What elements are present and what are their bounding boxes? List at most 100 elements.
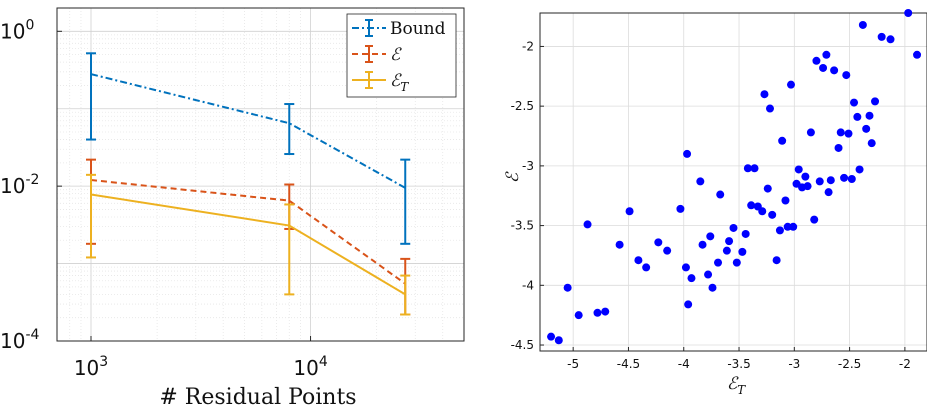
scatter-point	[547, 332, 556, 341]
scatter-point	[681, 263, 690, 272]
chart1-x-axis-label: # Residual Points	[159, 385, 356, 410]
scatter-point	[676, 204, 685, 213]
scatter-point	[663, 246, 672, 255]
legend-item-Bound: Bound	[352, 19, 446, 39]
scatter-point	[698, 240, 707, 249]
scatter-point	[687, 274, 696, 283]
scatter-point	[842, 71, 851, 80]
y-tick-label: -4.5	[511, 338, 534, 352]
scatter-point	[554, 336, 563, 345]
chart1-series	[86, 52, 411, 316]
chart2-x-axis-label: ℰT	[727, 374, 746, 397]
y-tick-label: 10-4	[0, 327, 40, 353]
series-line	[90, 179, 406, 285]
scatter-point	[836, 128, 845, 137]
scatter-point	[696, 177, 705, 186]
scatter-point	[913, 50, 922, 59]
scatter-point	[753, 202, 762, 211]
scatter-point	[738, 247, 747, 256]
scatter-point	[574, 311, 583, 320]
scatter-point	[830, 66, 839, 75]
scatter-point	[853, 112, 862, 121]
scatter-point	[812, 56, 821, 65]
x-tick-label: -4	[678, 357, 690, 371]
scatter-point	[765, 104, 774, 113]
chart1-ticks: 103 104 100 10-2 10-4	[0, 17, 328, 380]
scatter-point	[747, 201, 756, 210]
y-tick-label: -3	[522, 159, 534, 173]
scatter-point	[768, 210, 777, 219]
x-tick-label: -5	[567, 357, 579, 371]
scatter-point	[722, 246, 731, 255]
scatter-point	[801, 172, 810, 181]
scatter-point	[792, 179, 801, 188]
scatter-point	[850, 98, 859, 107]
series-E	[86, 158, 411, 316]
x-tick-label: -3	[788, 357, 800, 371]
scatter-point	[593, 308, 602, 317]
chart2-points	[547, 9, 922, 345]
y-tick-label: -2.5	[511, 99, 534, 113]
scatter-point	[855, 165, 864, 174]
scatter-point	[810, 215, 819, 224]
x-tick-label: -2	[899, 357, 911, 371]
chart1-plot-frame	[56, 7, 465, 342]
scatter-point	[760, 90, 769, 99]
y-tick-label: -2	[522, 39, 534, 53]
scatter-point	[789, 222, 798, 231]
scatter-point	[708, 283, 717, 292]
scatter-point	[840, 173, 849, 182]
y-tick-label: 100	[0, 17, 34, 43]
scatter-point	[706, 232, 715, 241]
chart2-plot-frame	[539, 12, 927, 352]
scatter-point	[750, 164, 759, 173]
y-tick-label: -4	[522, 278, 534, 292]
y-tick-label: 10-2	[0, 172, 39, 198]
scatter-point	[847, 175, 856, 184]
scatter-point	[758, 207, 767, 216]
scatter-point	[862, 124, 871, 133]
scatter-point	[778, 136, 787, 145]
scatter-point	[867, 139, 876, 148]
chart2-y-axis-label: ℰ	[503, 171, 523, 183]
legend-label: ℰ	[390, 45, 402, 65]
scatter-point	[763, 184, 772, 193]
x-tick-label: 103	[74, 354, 108, 380]
scatter-point	[826, 176, 835, 185]
x-tick-label: -3.5	[727, 357, 750, 371]
scatter-point	[786, 80, 795, 89]
scatter-point	[704, 270, 713, 279]
scatter-point	[783, 222, 792, 231]
scatter-point	[654, 238, 663, 247]
scatter-point	[601, 307, 610, 316]
scatter-point	[716, 190, 725, 199]
x-tick-label: -2.5	[838, 357, 861, 371]
chart1-legend: Bound ℰ ℰT	[346, 13, 457, 98]
chart2-ticks: -5 -4.5 -4 -3.5 -3 -2.5 -2 -2 -2.5 -3 -3.5 -4 -4.5	[511, 39, 911, 371]
scatter-point	[741, 229, 750, 238]
chart2-grid	[540, 13, 927, 351]
scatter-point	[625, 207, 634, 216]
scatter-point	[615, 240, 624, 249]
legend-label: Bound	[390, 19, 446, 39]
scatter-point	[865, 111, 874, 120]
series-E_T	[86, 173, 411, 316]
error-bound-chart: 103 104 100 10-2 10-4 Bound ℰ ℰT # Residual Po…	[0, 7, 465, 410]
scatter-point	[732, 258, 741, 267]
scatter-point	[714, 258, 723, 267]
scatter-point	[844, 129, 853, 138]
x-tick-label: -4.5	[617, 357, 640, 371]
scatter-point	[871, 97, 880, 106]
scatter-point	[642, 263, 651, 272]
scatter-point	[886, 35, 895, 44]
scatter-point	[583, 220, 592, 229]
scatter-point	[683, 149, 692, 158]
scatter-point	[781, 196, 790, 205]
legend-item-E_T: ℰT	[352, 71, 409, 94]
legend-item-E: ℰ	[352, 45, 402, 65]
scatter-point	[563, 283, 572, 292]
scatter-point	[634, 256, 643, 265]
scatter-point	[803, 182, 812, 191]
scatter-point	[904, 9, 913, 17]
legend-box	[346, 13, 457, 98]
